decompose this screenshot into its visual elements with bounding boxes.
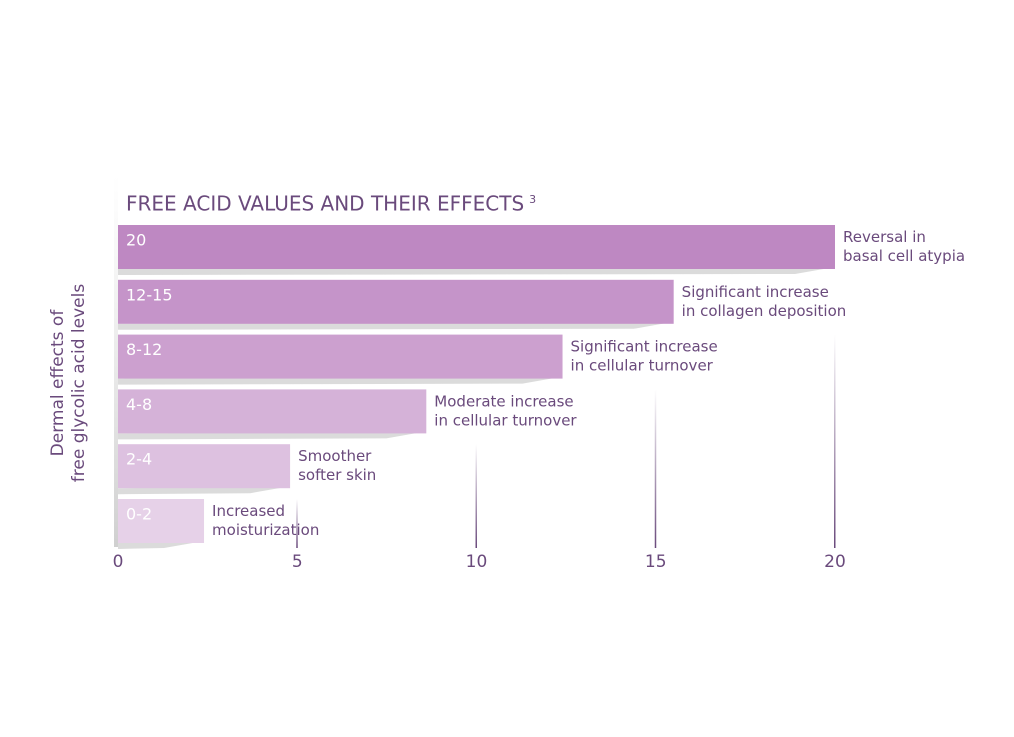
bar-label: 8-12 xyxy=(126,340,162,359)
annotation-line: in cellular turnover xyxy=(434,411,577,429)
annotation-line: Smoother xyxy=(298,447,372,465)
tick-line xyxy=(654,389,657,548)
title-superscript: 3 xyxy=(529,193,536,206)
annotation: Significant increase in cellular turnover xyxy=(571,337,718,374)
annotation-line: moisturization xyxy=(212,521,319,539)
bar-label: 2-4 xyxy=(126,450,152,469)
annotation: Increased moisturization xyxy=(212,502,319,539)
bar xyxy=(118,279,674,324)
annotation: Moderate increase in cellular turnover xyxy=(434,392,577,429)
x-tick-label: 5 xyxy=(292,552,303,572)
bar-label: 0-2 xyxy=(126,505,152,524)
x-tick-label: 0 xyxy=(113,552,124,572)
bar xyxy=(118,444,291,489)
tick-line xyxy=(834,334,836,548)
bar-label: 4-8 xyxy=(126,395,152,414)
x-tick-label: 15 xyxy=(645,552,667,572)
annotation: Significant increase in collagen depositi… xyxy=(682,282,847,319)
bar xyxy=(118,334,563,379)
tick-line xyxy=(475,444,477,548)
annotation-line: softer skin xyxy=(298,466,376,484)
annotation-line: Significant increase xyxy=(571,337,718,355)
annotation-line: in collagen deposition xyxy=(682,301,847,319)
annotation-line: Reversal in xyxy=(843,228,926,246)
annotation-line: Moderate increase xyxy=(434,392,573,410)
axis-shadow xyxy=(114,175,118,547)
chart-title: FREE ACID VALUES AND THEIR EFFECTS xyxy=(126,192,524,216)
annotation-line: Increased xyxy=(212,502,285,520)
bar-label: 20 xyxy=(126,231,146,250)
annotation-line: basal cell atypia xyxy=(843,247,965,265)
y-axis-label-line: free glycolic acid levels xyxy=(69,284,89,483)
annotation-line: in cellular turnover xyxy=(571,356,714,374)
bar xyxy=(118,225,835,269)
annotation: Smoother softer skin xyxy=(298,447,376,484)
annotation: Reversal in basal cell atypia xyxy=(843,228,965,265)
bar xyxy=(118,389,427,434)
y-axis-label-line: Dermal effects of xyxy=(48,309,68,457)
tick-line xyxy=(296,499,298,548)
bar xyxy=(118,499,205,543)
annotation-line: Significant increase xyxy=(682,282,829,300)
x-tick-label: 10 xyxy=(466,552,488,572)
bar-label: 12-15 xyxy=(126,285,173,304)
y-axis-label: Dermal effects offree glycolic acid leve… xyxy=(48,284,89,483)
x-tick-label: 20 xyxy=(824,552,846,572)
